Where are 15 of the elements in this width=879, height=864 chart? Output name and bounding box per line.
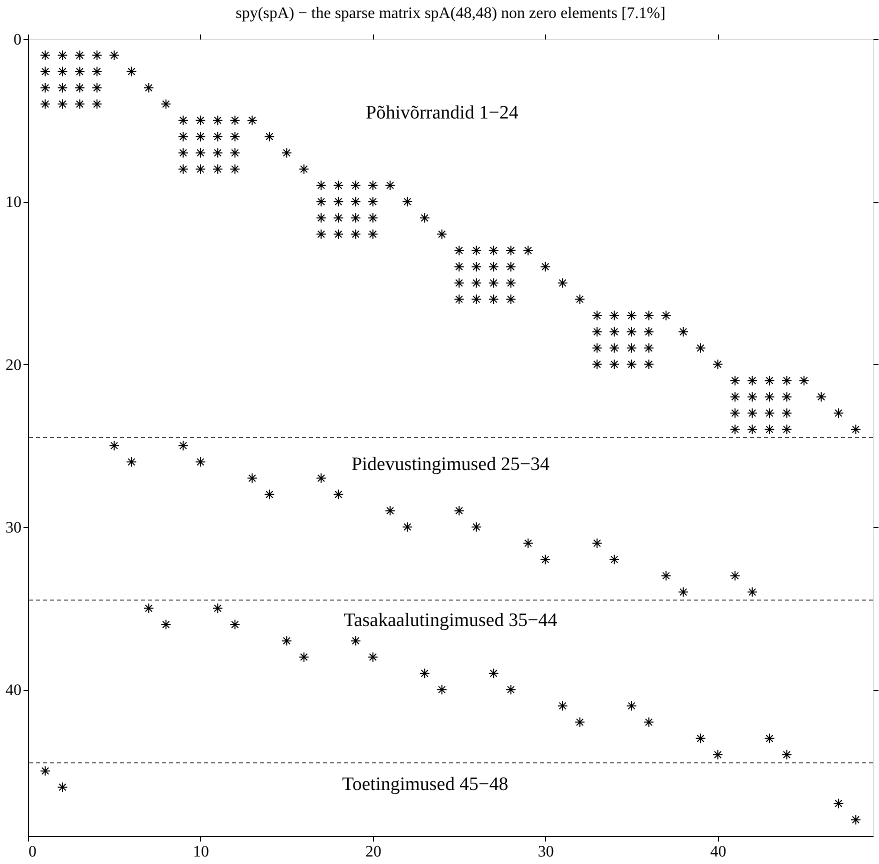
y-tick-label: 0	[14, 32, 22, 48]
y-tick-label: 40	[6, 682, 22, 700]
chart-title: spy(spA) − the sparse matrix spA(48,48) non zero elements [7.1%]	[236, 5, 666, 22]
y-tick-label: 10	[6, 194, 22, 212]
annotation: Põhivõrrandid 1−24	[366, 102, 519, 124]
y-tick-label: 20	[6, 356, 22, 374]
annotation: Toetingimused 45−48	[342, 774, 508, 796]
annotation: Tasakaalutingimused 35−44	[344, 610, 558, 632]
x-tick-label: 10	[192, 844, 209, 860]
x-tick-label: 40	[710, 844, 726, 860]
x-tick-label: 20	[365, 844, 382, 860]
y-tick-label: 30	[6, 519, 22, 536]
x-tick-label: 0	[28, 844, 36, 860]
annotation: Pidevustingimused 25−34	[351, 454, 550, 475]
x-tick-label: 30	[538, 844, 554, 860]
